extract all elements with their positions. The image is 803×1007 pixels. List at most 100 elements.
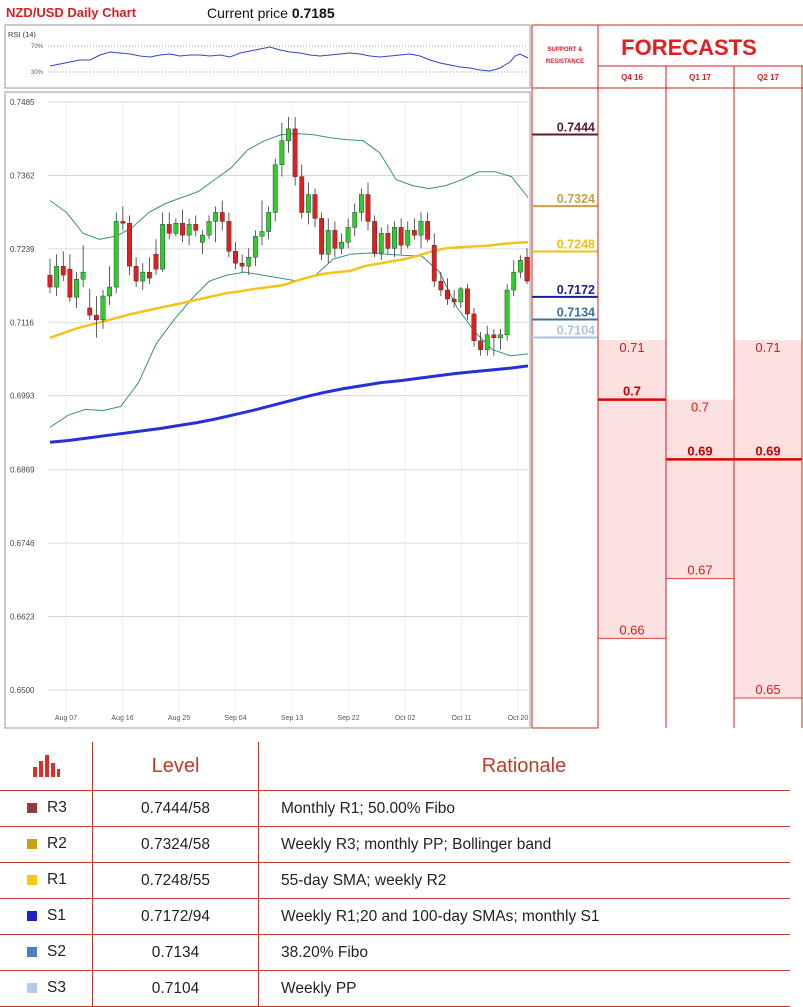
level-rationale: Monthly R1; 50.00% Fibo	[258, 790, 790, 827]
candle	[127, 222, 132, 267]
level-name-text: R3	[47, 799, 67, 817]
candle	[425, 221, 431, 240]
candle	[219, 212, 225, 222]
candle	[498, 334, 503, 338]
candle	[372, 221, 378, 254]
candle	[511, 271, 517, 291]
candle	[186, 224, 192, 236]
candle	[239, 262, 245, 267]
forecast-range	[734, 340, 802, 698]
level-rationale: 55-day SMA; weekly R2	[258, 862, 790, 899]
forecast-high: 0.7	[691, 400, 709, 415]
candle	[272, 164, 278, 213]
level-label: 0.7444	[557, 120, 595, 134]
rsi-label: RSI (14)	[8, 30, 36, 39]
candle	[54, 265, 60, 288]
level-name: S2	[0, 934, 93, 971]
level-value: 0.7444/58	[92, 790, 259, 827]
forecast-range	[666, 399, 734, 579]
candle	[292, 128, 298, 177]
candle	[246, 257, 252, 267]
support-resistance-panel	[531, 24, 599, 729]
candle	[464, 288, 470, 315]
forecast-low: 0.66	[619, 622, 644, 637]
candle	[173, 222, 179, 234]
y-tick-label: 0.6623	[10, 613, 35, 622]
chart-title: NZD/USD Daily Chart	[6, 5, 137, 20]
forecast-low: 0.65	[755, 682, 780, 697]
candle	[491, 334, 497, 338]
level-value: 0.7248/55	[92, 862, 259, 899]
candle	[438, 280, 444, 291]
current-price: Current price 0.7185	[207, 5, 335, 21]
rsi-line	[49, 46, 529, 72]
level-name-text: S3	[47, 979, 66, 997]
levels-table-header: Level Rationale	[0, 742, 790, 791]
candle	[325, 230, 331, 255]
level-value: 0.7104	[92, 970, 259, 1007]
candle	[87, 307, 93, 316]
level-name: R1	[0, 862, 93, 899]
candle	[93, 314, 99, 321]
candle	[418, 221, 424, 236]
candle	[180, 222, 185, 236]
level-name: R2	[0, 826, 93, 863]
candle	[517, 259, 523, 273]
candle	[431, 245, 437, 282]
candle	[405, 230, 411, 246]
candle	[352, 212, 358, 228]
table-row: S1 0.7172/94 Weekly R1;20 and 100-day SMAs…	[0, 898, 790, 935]
candle	[74, 279, 79, 298]
level-value: 0.7134	[92, 934, 259, 971]
candle	[213, 212, 219, 222]
forecast-quarter: Q1 17	[689, 73, 711, 82]
level-rationale: Weekly R3; monthly PP; Bollinger band	[258, 826, 790, 863]
level-header: Level	[92, 742, 259, 791]
candle	[451, 298, 457, 303]
candle	[80, 271, 86, 280]
candle	[286, 128, 291, 142]
y-tick-label: 0.6500	[10, 686, 35, 695]
level-rationale: Weekly PP	[258, 970, 790, 1007]
candle	[339, 242, 344, 249]
forecast-range	[598, 340, 666, 639]
level-rationale: 38.20% Fibo	[258, 934, 790, 971]
level-name-text: S2	[47, 943, 66, 961]
y-tick-label: 0.7239	[10, 245, 35, 254]
sma100-line	[49, 364, 529, 444]
candle	[524, 257, 530, 282]
y-tick-label: 0.6746	[10, 539, 35, 548]
candle	[484, 334, 490, 350]
candle	[146, 271, 152, 279]
candle	[120, 221, 126, 224]
forecasts-title: FORECASTS	[621, 35, 757, 60]
level-name: R3	[0, 790, 93, 827]
candle	[411, 230, 417, 236]
level-value: 0.7172/94	[92, 898, 259, 935]
forecast-high: 0.71	[755, 340, 780, 355]
x-tick-label: Aug 25	[168, 715, 190, 722]
forecast-quarter: Q4 16	[621, 73, 643, 82]
rationale-header: Rationale	[258, 742, 790, 791]
candle	[67, 268, 73, 298]
candle	[166, 224, 172, 234]
forecast-point: 0.7	[623, 384, 641, 399]
levels-table: Level Rationale R3 0.7444/58 Monthly R1; 5…	[0, 742, 790, 1007]
table-row: R2 0.7324/58 Weekly R3; monthly PP; Bollin…	[0, 826, 790, 863]
candle	[47, 274, 53, 288]
candle	[312, 194, 318, 219]
level-color-swatch	[27, 911, 37, 922]
candle	[233, 251, 238, 264]
candle	[259, 231, 265, 237]
rsi-30-label: 30%	[31, 70, 44, 76]
candle	[252, 236, 258, 258]
candle	[305, 194, 311, 213]
x-tick-label: Sep 22	[337, 715, 359, 722]
y-tick-label: 0.7362	[10, 171, 35, 180]
candle	[160, 224, 166, 270]
candle	[206, 221, 212, 236]
candle	[279, 140, 285, 165]
y-tick-label: 0.7116	[10, 318, 34, 327]
candle	[504, 289, 510, 336]
x-tick-label: Sep 13	[281, 715, 303, 722]
